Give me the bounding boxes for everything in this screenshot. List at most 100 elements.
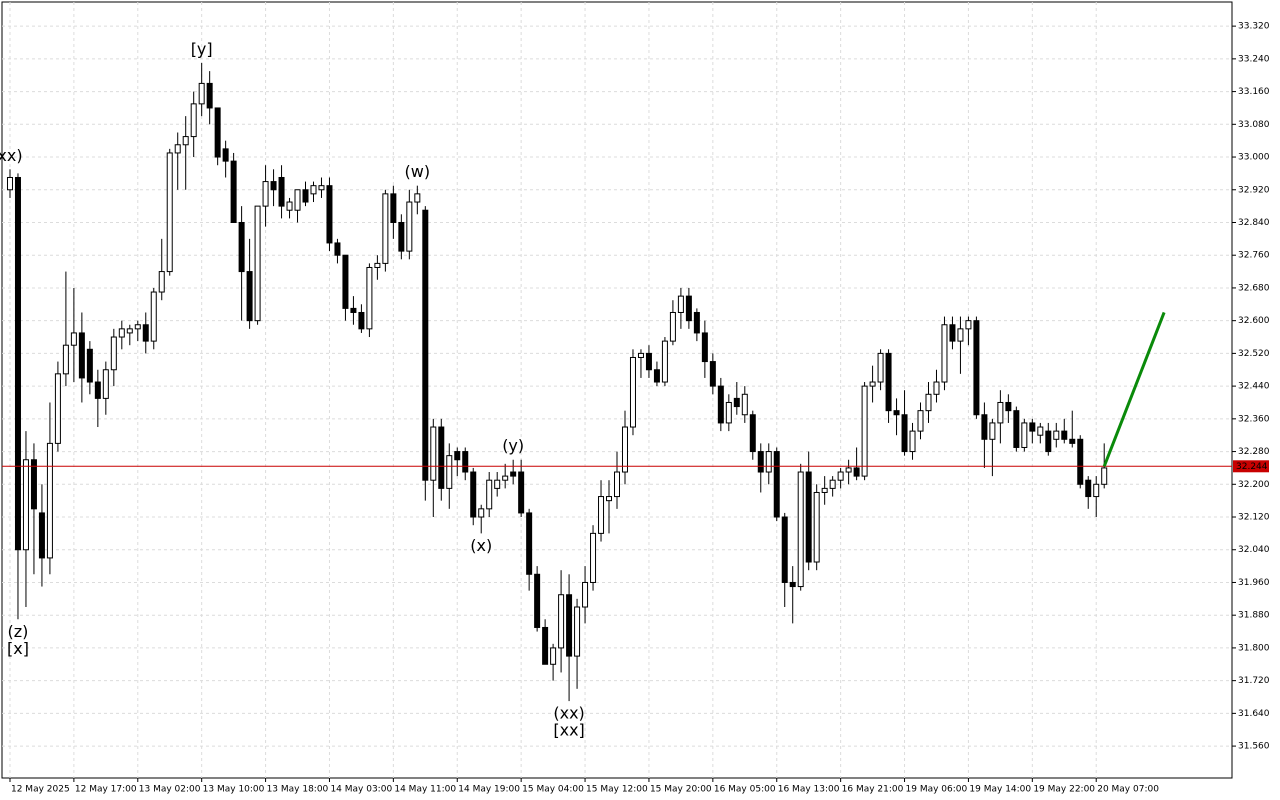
candle-body: [502, 475, 509, 481]
candle-body: [38, 512, 45, 559]
candle-body: [1045, 430, 1052, 453]
candle-body: [462, 451, 469, 473]
wave-label: [xx]: [553, 721, 584, 740]
candle-body: [909, 430, 916, 453]
candle-body: [294, 189, 301, 211]
x-tick-label: 14 May 19:00: [458, 785, 520, 795]
candle-body: [805, 471, 812, 563]
x-tick-label: 19 May 06:00: [906, 785, 968, 795]
candle-body: [853, 467, 860, 477]
candle-body: [430, 426, 437, 481]
candle-body: [302, 189, 309, 203]
y-tick-label: 31.560: [1238, 742, 1270, 752]
candle-body: [6, 176, 13, 191]
candle-body: [629, 356, 636, 428]
candle-body: [645, 352, 652, 371]
candle-body: [350, 307, 357, 313]
candle-body: [246, 271, 253, 322]
current-price-label: 32.244: [1236, 462, 1268, 472]
x-tick-label: 14 May 03:00: [330, 785, 392, 795]
candle-body: [238, 221, 245, 273]
candle-body: [358, 311, 365, 330]
wave-label: (y): [502, 436, 524, 455]
forecast-line: [1102, 311, 1166, 467]
candle-body: [1029, 422, 1036, 432]
y-tick-label: 32.280: [1238, 447, 1270, 457]
candle-body: [861, 385, 868, 477]
y-tick-label: 33.000: [1238, 153, 1270, 163]
candle-body: [550, 647, 557, 665]
y-tick-label: 31.960: [1238, 578, 1270, 588]
candle-body: [102, 369, 109, 399]
y-tick-label: 31.880: [1238, 611, 1270, 621]
y-tick-label: 33.160: [1238, 87, 1270, 97]
wave-label: (w): [405, 162, 431, 181]
y-tick-label: 31.800: [1238, 643, 1270, 653]
candle-body: [174, 144, 181, 154]
candle-body: [422, 209, 429, 481]
candle-body: [262, 181, 269, 207]
candle-body: [893, 410, 900, 416]
y-tick-label: 32.760: [1238, 251, 1270, 261]
candle-body: [877, 352, 884, 383]
x-tick-label: 12 May 2025: [11, 785, 70, 795]
candle-body: [78, 332, 85, 379]
candle-body: [693, 311, 700, 334]
candle-body: [717, 385, 724, 424]
candle-body: [869, 381, 876, 387]
candle-body: [30, 459, 37, 510]
candle-body: [653, 369, 660, 383]
candle-body: [606, 496, 613, 502]
candle-body: [1093, 483, 1100, 498]
candle-body: [470, 471, 477, 518]
candle-body: [765, 451, 772, 473]
y-tick-label: 32.680: [1238, 283, 1270, 293]
candle-body: [46, 442, 53, 559]
candle-body: [14, 176, 21, 551]
candle-body: [22, 459, 29, 551]
y-tick-label: 32.120: [1238, 513, 1270, 523]
y-tick-label: 33.320: [1238, 22, 1270, 32]
candle-body: [390, 193, 397, 223]
candle-body: [917, 410, 924, 432]
candle-body: [1069, 438, 1076, 444]
candle-body: [933, 381, 940, 395]
candle-body: [518, 471, 525, 514]
y-tick-label: 32.200: [1238, 480, 1270, 490]
y-tick-label: 33.240: [1238, 54, 1270, 64]
candle-body: [198, 82, 205, 105]
candle-body: [821, 487, 828, 493]
candle-body: [150, 291, 157, 342]
candle-body: [773, 451, 780, 518]
candle-body: [134, 324, 141, 330]
candle-body: [118, 328, 125, 338]
current-price-box: [1233, 460, 1269, 473]
candle-body: [494, 479, 501, 489]
wave-label: [y]: [191, 39, 213, 58]
candle-body: [510, 471, 517, 477]
candle-body: [1037, 426, 1044, 436]
candle-body: [54, 373, 61, 444]
candle-body: [1005, 401, 1012, 412]
candle-body: [278, 176, 285, 207]
candle-body: [1053, 430, 1060, 440]
candle-body: [142, 324, 149, 342]
candle-body: [438, 426, 445, 489]
wave-label: (xx): [553, 704, 584, 723]
candle-body: [478, 508, 485, 518]
candle-body: [310, 185, 317, 195]
candle-body: [621, 426, 628, 473]
candle-body: [374, 262, 381, 268]
candle-body: [326, 185, 333, 244]
candle-body: [582, 581, 589, 608]
candle-body: [558, 594, 565, 649]
x-tick-label: 16 May 05:00: [714, 785, 776, 795]
candle-body: [70, 332, 77, 346]
x-tick-label: 13 May 02:00: [139, 785, 201, 795]
x-tick-label: 19 May 14:00: [969, 785, 1031, 795]
candle-body: [446, 455, 453, 489]
y-tick-label: 33.080: [1238, 120, 1270, 130]
y-tick-label: 31.640: [1238, 709, 1270, 719]
candle-body: [701, 332, 708, 363]
